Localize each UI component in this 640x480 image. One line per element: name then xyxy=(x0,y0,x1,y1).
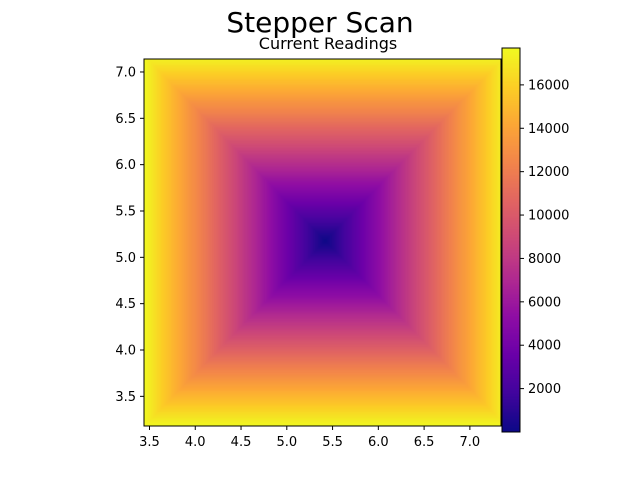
colorbar-gradient xyxy=(502,48,520,432)
colorbar-tick-label: 6000 xyxy=(528,295,561,310)
colorbar-tick-label: 2000 xyxy=(528,382,561,397)
colorbar-axis: 2000 4000 6000 8000 10000 12000 14000 16000 xyxy=(520,78,569,397)
heatmap-image xyxy=(144,59,501,426)
y-tick-label: 6.0 xyxy=(115,158,136,173)
colorbar-tick-label: 10000 xyxy=(528,209,569,224)
x-tick-label: 7.0 xyxy=(460,435,481,450)
y-axis: 3.5 4.0 4.5 5.0 5.5 6.0 6.5 7.0 xyxy=(115,65,144,405)
plot-frame xyxy=(143,58,502,427)
colorbar-tick-label: 12000 xyxy=(528,165,569,180)
y-tick-label: 6.5 xyxy=(115,112,136,127)
colorbar-tick-label: 14000 xyxy=(528,122,569,137)
colorbar-tick-label: 8000 xyxy=(528,252,561,267)
y-tick-label: 4.0 xyxy=(115,344,136,359)
y-tick-label: 3.5 xyxy=(115,390,136,405)
chart-title: Current Readings xyxy=(259,34,397,53)
colorbar-tick-label: 4000 xyxy=(528,339,561,354)
figure-title: Stepper Scan xyxy=(226,6,413,39)
y-tick-label: 7.0 xyxy=(115,65,136,80)
x-tick-label: 5.0 xyxy=(276,435,297,450)
x-tick-label: 3.5 xyxy=(139,435,160,450)
colorbar-frame xyxy=(501,47,521,433)
colorbar: 2000 4000 6000 8000 10000 12000 14000 16000 xyxy=(501,47,569,433)
x-tick-label: 5.5 xyxy=(322,435,343,450)
y-tick-label: 5.0 xyxy=(115,251,136,266)
x-tick-label: 4.0 xyxy=(185,435,206,450)
x-axis: 3.5 4.0 4.5 5.0 5.5 6.0 6.5 7.0 xyxy=(139,426,480,450)
y-tick-label: 4.5 xyxy=(115,297,136,312)
y-tick-label: 5.5 xyxy=(115,204,136,219)
x-tick-label: 6.0 xyxy=(368,435,389,450)
x-tick-label: 6.5 xyxy=(414,435,435,450)
heatmap-plot: 3.5 4.0 4.5 5.0 5.5 6.0 6.5 7.0 3.5 4.0 4.5 5.0 5.5… xyxy=(115,58,502,450)
x-tick-label: 4.5 xyxy=(231,435,252,450)
colorbar-tick-label: 16000 xyxy=(528,78,569,93)
